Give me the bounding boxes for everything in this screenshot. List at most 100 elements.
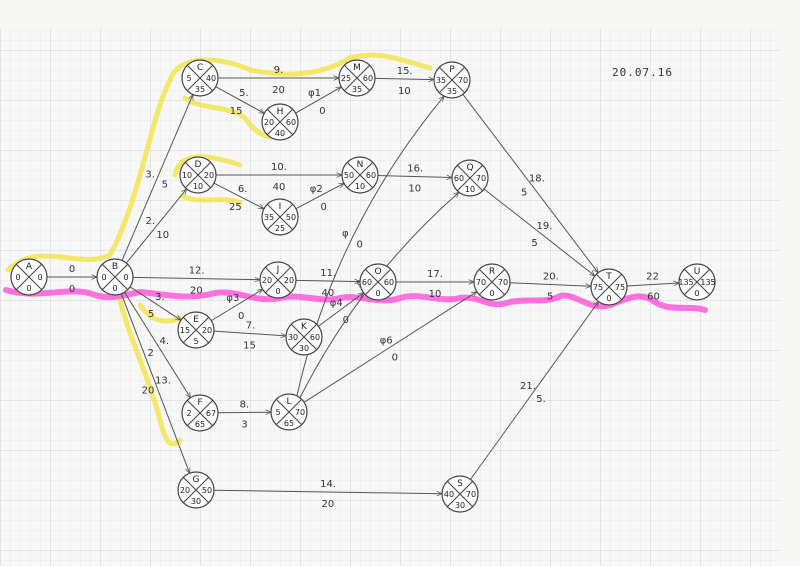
- node-latest-time: 70: [476, 174, 486, 183]
- node-T: T75 750: [590, 268, 628, 306]
- near-critical-highlight: [5, 52, 433, 273]
- edge-duration-label: 20: [190, 285, 203, 296]
- node-slack: 0: [489, 289, 494, 298]
- node-latest-time: 20: [284, 276, 294, 285]
- edge-activity-label: 16.: [407, 164, 423, 175]
- edge-activity-label: 3.: [155, 292, 165, 303]
- edge-M-P: [374, 78, 434, 79]
- node-slack: 30: [191, 497, 201, 506]
- node-latest-time: 0: [123, 273, 128, 282]
- node-divider: [346, 161, 374, 189]
- node-earliest-time: 5: [275, 408, 280, 417]
- edge-activity-label: φ: [342, 229, 349, 240]
- node-letter: N: [357, 160, 364, 170]
- node-latest-time: 20: [202, 326, 212, 335]
- node-letter: R: [489, 267, 495, 277]
- node-letter: S: [457, 479, 463, 489]
- node-earliest-time: 5: [186, 74, 191, 83]
- edge-D-I: [213, 182, 264, 210]
- edge-duration-label: 15: [243, 340, 256, 351]
- node-letter: A: [26, 262, 33, 272]
- node-letter: I: [279, 202, 282, 212]
- node-letter: L: [286, 397, 291, 407]
- node-earliest-time: 35: [436, 76, 446, 85]
- edge-duration-label: 0: [357, 240, 363, 251]
- edge-E-K: [213, 330, 286, 336]
- edges-layer: 003.52.1012.203.54.213.209.205.15φ1015.1…: [47, 65, 679, 510]
- edge-duration-label: 0: [319, 106, 325, 117]
- edge-duration-label: 10: [429, 289, 442, 300]
- edge-duration-label: 0: [69, 284, 75, 295]
- node-divider: [264, 266, 292, 294]
- node-letter: E: [193, 315, 199, 325]
- edge-activity-label: φ4: [330, 298, 343, 309]
- edge-activity-label: φ6: [380, 335, 393, 346]
- node-divider: [478, 268, 506, 296]
- node-letter: H: [277, 107, 284, 117]
- node-latest-time: 135: [700, 278, 715, 287]
- node-earliest-time: 60: [362, 278, 372, 287]
- node-slack: 30: [299, 344, 309, 353]
- node-divider: [182, 316, 210, 344]
- node-latest-time: 70: [458, 76, 468, 85]
- near-critical-highlight: [117, 297, 183, 447]
- edge-activity-label: 6.: [238, 184, 248, 195]
- edge-activity-label: φ2: [310, 184, 323, 195]
- edge-activity-label: φ3: [226, 293, 239, 304]
- node-divider: [438, 66, 466, 94]
- node-slack: 0: [694, 289, 699, 298]
- edge-activity-label: 2.: [146, 216, 156, 227]
- edge-C-H: [215, 86, 264, 114]
- node-earliest-time: 135: [678, 278, 693, 287]
- node-earliest-time: 70: [476, 278, 486, 287]
- node-slack: 25: [275, 224, 285, 233]
- edge-duration-label: 0: [238, 311, 244, 322]
- node-latest-time: 75: [615, 283, 625, 292]
- node-earliest-time: 2: [186, 409, 191, 418]
- edge-duration-label: 25: [229, 202, 242, 213]
- edge-T-U: [626, 283, 679, 287]
- date-label: 20.07.16: [612, 66, 673, 79]
- node-letter: T: [605, 272, 612, 282]
- node-divider: [266, 203, 294, 231]
- node-letter: M: [353, 63, 361, 73]
- node-divider: [364, 268, 392, 296]
- edge-activity-label: 3.: [145, 169, 155, 180]
- node-divider: [186, 64, 214, 92]
- edge-B-J: [132, 276, 260, 279]
- node-latest-time: 20: [204, 171, 214, 180]
- node-earliest-time: 25: [341, 74, 351, 83]
- edge-activity-label: 12.: [189, 266, 205, 277]
- node-letter: F: [197, 398, 202, 408]
- node-latest-time: 70: [498, 278, 508, 287]
- edge-duration-label: 2: [148, 348, 154, 359]
- edge-duration-label: 0: [392, 353, 398, 364]
- node-earliest-time: 35: [264, 213, 274, 222]
- edge-N-Q: [377, 175, 452, 177]
- node-earliest-time: 20: [264, 118, 274, 127]
- node-earliest-time: 60: [454, 174, 464, 183]
- edge-duration-label: 5: [547, 291, 553, 302]
- edge-F-L: [217, 412, 271, 413]
- edge-S-T: [470, 302, 599, 480]
- node-divider: [186, 399, 214, 427]
- node-latest-time: 70: [295, 408, 305, 417]
- node-slack: 0: [606, 294, 611, 303]
- node-divider: [266, 108, 294, 136]
- edge-B-G: [120, 293, 189, 473]
- node-latest-time: 0: [37, 273, 42, 282]
- node-slack: 0: [26, 284, 31, 293]
- edge-activity-label: 8.: [240, 400, 250, 411]
- edge-duration-label: 20: [322, 499, 335, 510]
- node-earliest-time: 50: [344, 171, 354, 180]
- edge-duration-label: 10: [408, 183, 421, 194]
- edge-activity-label: 18.: [529, 174, 545, 185]
- edge-duration-label: 10: [398, 86, 411, 97]
- node-divider: [446, 480, 474, 508]
